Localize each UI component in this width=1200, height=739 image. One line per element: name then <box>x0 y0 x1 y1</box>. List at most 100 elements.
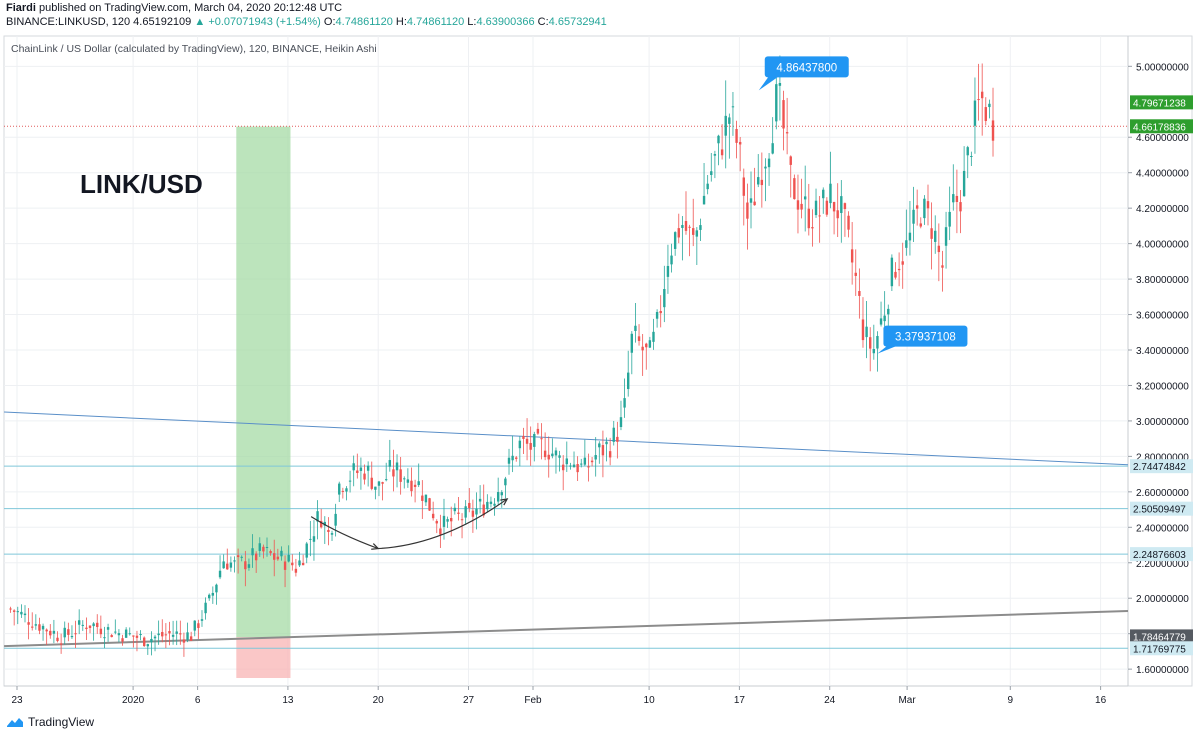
candle-body <box>323 521 326 526</box>
candle-body <box>616 436 619 442</box>
candle-body <box>850 249 854 263</box>
candle-body <box>34 624 38 626</box>
candle-body <box>381 482 384 484</box>
price-axis-tag-label: 4.66178836 <box>1133 122 1186 133</box>
green-zone <box>236 126 291 638</box>
price-axis-tag[interactable] <box>1130 547 1193 562</box>
candle-body <box>309 538 312 540</box>
candle-body <box>511 455 514 461</box>
candle-body <box>605 441 608 445</box>
candle-body <box>193 620 196 631</box>
candle-body <box>121 638 124 642</box>
candle-body <box>612 427 615 442</box>
candle-body <box>399 469 402 482</box>
candle-body <box>128 633 131 635</box>
candle-body <box>735 128 738 143</box>
candle-body <box>901 261 904 265</box>
candle-body <box>31 626 34 628</box>
price-callout[interactable] <box>883 325 968 347</box>
open-label: O: <box>323 16 336 28</box>
candle-body <box>919 223 922 227</box>
last-price: 4.65192109 <box>133 16 192 28</box>
candle-body <box>854 272 857 276</box>
candle-body <box>601 445 605 456</box>
candle-body <box>388 460 392 467</box>
candle-body <box>825 200 829 215</box>
candle-body <box>493 503 496 506</box>
candle-body <box>681 225 684 228</box>
candle-body <box>392 469 395 477</box>
candle-body <box>215 584 218 593</box>
price-axis-tag[interactable] <box>1130 95 1193 110</box>
price-axis-tag[interactable] <box>1130 119 1193 134</box>
candle-body <box>273 553 276 560</box>
candle-body <box>915 205 919 209</box>
candle-body <box>204 602 207 614</box>
candle-body <box>262 546 265 552</box>
candle-body <box>883 315 886 322</box>
candle-body <box>359 467 363 471</box>
candle-body <box>692 228 695 235</box>
candle-body <box>670 255 673 265</box>
candle-body <box>233 560 236 562</box>
candle-body <box>637 336 641 341</box>
candle-body <box>984 107 987 121</box>
candle-body <box>836 210 839 219</box>
footer-brand[interactable]: TradingView <box>6 715 94 729</box>
candle-body <box>746 202 749 219</box>
price-axis-tag-label: 1.71769775 <box>1133 644 1186 655</box>
x-tick-label: 9 <box>1008 695 1014 706</box>
candle-body <box>52 630 56 634</box>
publisher-name[interactable]: Fiardi <box>6 2 36 14</box>
grey-trendline[interactable] <box>4 609 1139 648</box>
price-axis-tag[interactable] <box>1130 641 1193 656</box>
candle-body <box>590 460 594 463</box>
curved-arrow[interactable] <box>378 498 508 550</box>
x-tick-label: 16 <box>1095 695 1107 706</box>
candle-body <box>352 463 355 471</box>
candle-body <box>738 141 742 145</box>
candle-body <box>764 166 767 169</box>
open-value: 4.74861120 <box>335 16 393 28</box>
y-tick-label: 3.00000000 <box>1136 417 1189 428</box>
candle-body <box>189 636 193 641</box>
candle-body <box>41 625 45 630</box>
low-value: 4.63900366 <box>476 16 535 28</box>
price-axis-tag[interactable] <box>1130 629 1193 644</box>
candle-body <box>287 554 290 562</box>
candle-body <box>283 561 287 570</box>
candle-body <box>811 227 814 229</box>
candle-body <box>92 623 95 627</box>
candle-body <box>254 553 258 561</box>
x-tick-label: 2020 <box>122 695 145 706</box>
candle-body <box>468 502 471 509</box>
candle-body <box>630 333 634 353</box>
candle-body <box>146 644 150 647</box>
price-axis-tag[interactable] <box>1130 501 1193 516</box>
candle-body <box>558 455 561 458</box>
candle-body <box>908 232 912 241</box>
candle-body <box>785 132 789 134</box>
candle-body <box>395 462 399 471</box>
price-callout[interactable] <box>764 56 849 78</box>
candle-body <box>197 623 200 628</box>
candle-body <box>894 271 897 278</box>
price-axis-tag[interactable] <box>1130 459 1193 474</box>
candle-body <box>298 560 301 566</box>
candle-body <box>879 318 883 325</box>
candle-body <box>648 340 652 348</box>
candle-body <box>139 633 142 636</box>
candle-body <box>486 501 489 510</box>
curved-arrow[interactable] <box>310 516 379 550</box>
candle-body <box>641 346 644 351</box>
x-tick-label: Mar <box>898 695 916 706</box>
candle-body <box>533 434 536 447</box>
candle-body <box>489 501 493 505</box>
candle-body <box>803 196 807 200</box>
candle-body <box>623 398 626 408</box>
blue-trendline[interactable] <box>4 411 1139 466</box>
candle-body <box>731 106 735 108</box>
candle-body <box>27 622 30 625</box>
candle-body <box>832 201 836 212</box>
